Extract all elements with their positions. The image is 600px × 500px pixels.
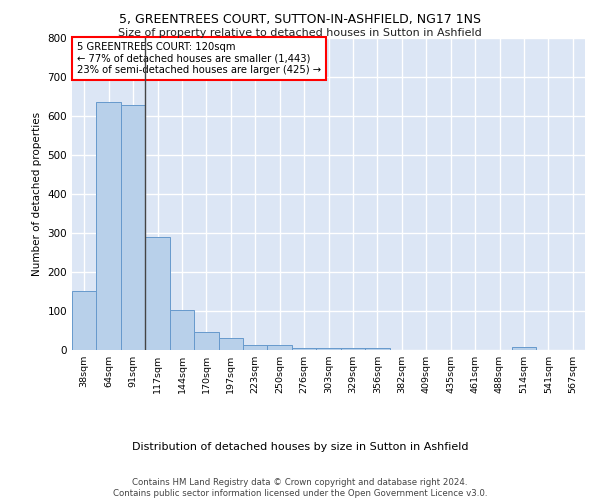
- Bar: [268, 346, 292, 350]
- Bar: [243, 346, 268, 350]
- Bar: [365, 348, 389, 350]
- Bar: [218, 338, 243, 350]
- Bar: [121, 104, 145, 350]
- Bar: [97, 102, 121, 350]
- Text: 5 GREENTREES COURT: 120sqm
← 77% of detached houses are smaller (1,443)
23% of s: 5 GREENTREES COURT: 120sqm ← 77% of deta…: [77, 42, 321, 76]
- Bar: [72, 292, 97, 350]
- Bar: [170, 310, 194, 350]
- Text: Contains HM Land Registry data © Crown copyright and database right 2024.
Contai: Contains HM Land Registry data © Crown c…: [113, 478, 487, 498]
- Bar: [194, 332, 218, 350]
- Bar: [341, 348, 365, 350]
- Y-axis label: Number of detached properties: Number of detached properties: [32, 112, 42, 276]
- Bar: [512, 347, 536, 350]
- Bar: [292, 348, 316, 350]
- Text: 5, GREENTREES COURT, SUTTON-IN-ASHFIELD, NG17 1NS: 5, GREENTREES COURT, SUTTON-IN-ASHFIELD,…: [119, 12, 481, 26]
- Bar: [316, 348, 341, 350]
- Text: Distribution of detached houses by size in Sutton in Ashfield: Distribution of detached houses by size …: [132, 442, 468, 452]
- Text: Size of property relative to detached houses in Sutton in Ashfield: Size of property relative to detached ho…: [118, 28, 482, 38]
- Bar: [145, 236, 170, 350]
